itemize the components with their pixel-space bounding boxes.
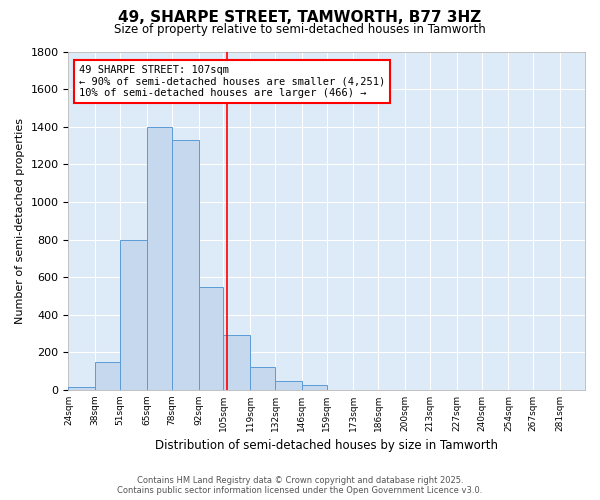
Text: 49, SHARPE STREET, TAMWORTH, B77 3HZ: 49, SHARPE STREET, TAMWORTH, B77 3HZ [118,10,482,25]
Text: 49 SHARPE STREET: 107sqm
← 90% of semi-detached houses are smaller (4,251)
10% o: 49 SHARPE STREET: 107sqm ← 90% of semi-d… [79,65,385,98]
Bar [199,286,223,390]
Bar [223,336,250,390]
Bar [172,140,199,390]
Bar [68,387,95,390]
Bar [147,126,172,390]
Text: Contains HM Land Registry data © Crown copyright and database right 2025.
Contai: Contains HM Land Registry data © Crown c… [118,476,482,495]
Bar [275,380,302,390]
Text: Size of property relative to semi-detached houses in Tamworth: Size of property relative to semi-detach… [114,22,486,36]
X-axis label: Distribution of semi-detached houses by size in Tamworth: Distribution of semi-detached houses by … [155,440,498,452]
Bar [95,362,120,390]
Y-axis label: Number of semi-detached properties: Number of semi-detached properties [15,118,25,324]
Bar [120,240,147,390]
Bar [302,385,327,390]
Bar [250,368,275,390]
